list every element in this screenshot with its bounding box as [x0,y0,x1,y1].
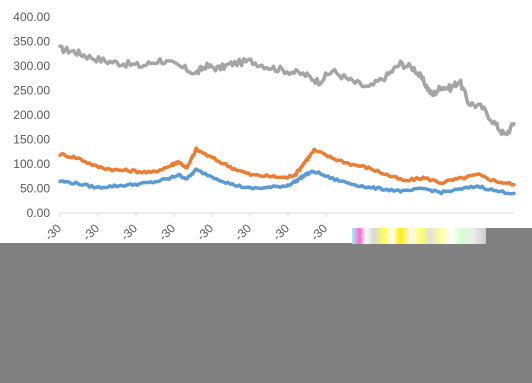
x-tick-label: -30 [194,221,216,243]
y-tick-label: 250.00 [13,84,50,98]
x-tick-label: -30 [80,221,102,243]
x-tick-label: -30 [42,221,64,243]
occluder-block-top-right [486,228,532,248]
y-tick-label: 0.00 [27,206,51,220]
y-tick-label: 100.00 [13,157,50,171]
y-tick-label: 50.00 [20,182,50,196]
x-axis: -30 -30 -30 -30 -30 -30 -30 -30 [42,212,514,243]
x-tick-label: -30 [270,221,292,243]
series-line-3 [58,167,516,196]
noise-artifact [352,228,486,244]
x-tick-label: -30 [118,221,140,243]
occluder-block-main [0,243,532,383]
x-tick-label: -30 [156,221,178,243]
y-axis: 0.00 50.00 100.00 150.00 200.00 250.00 300.00 3… [13,10,50,220]
series-layer [58,44,516,196]
series-line-2 [58,146,516,187]
x-tick-label: -30 [308,221,330,243]
y-tick-label: 200.00 [13,108,50,122]
y-tick-label: 400.00 [13,10,50,24]
y-tick-label: 150.00 [13,133,50,147]
series-line-1 [58,44,516,137]
y-tick-label: 350.00 [13,35,50,49]
y-tick-label: 300.00 [13,59,50,73]
x-tick-label: -30 [232,221,254,243]
